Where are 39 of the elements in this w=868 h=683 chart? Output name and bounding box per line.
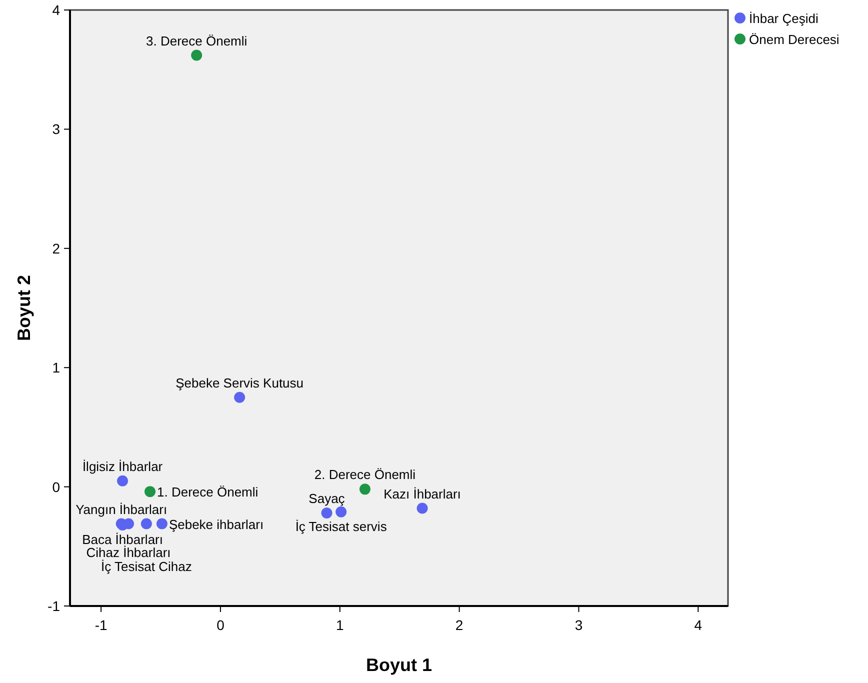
point <box>336 506 347 518</box>
x-axis-title: Boyut 1 <box>366 655 432 675</box>
x-tick-label: 2 <box>455 617 464 633</box>
x-tick-label: 4 <box>694 617 702 633</box>
point <box>359 484 370 495</box>
legend-label: İhbar Çeşidi <box>749 11 818 26</box>
point <box>321 508 332 519</box>
y-axis-title: Boyut 2 <box>14 274 34 342</box>
annotation: İlgisiz İhbarlar <box>82 458 164 474</box>
y-tick-label: 0 <box>52 478 60 495</box>
point <box>191 50 202 61</box>
x-tick-label: -1 <box>94 617 108 633</box>
y-tick-label: 1 <box>52 360 60 376</box>
annotation: Şebeke ihbarları <box>168 516 264 532</box>
x-tick-label: 0 <box>216 617 225 633</box>
annotation: Yangın İhbarları <box>76 502 168 517</box>
y-tick-label: 3 <box>52 121 60 138</box>
point <box>234 392 246 403</box>
legend-label: Önem Derecesi <box>749 32 840 47</box>
annotation: İç Tesisat servis <box>295 518 388 534</box>
annotation: 2. Derece Önemli <box>314 467 416 482</box>
y-tick-label: -1 <box>48 598 60 614</box>
annotation: Şebeke Servis Kutusu <box>176 375 304 390</box>
annotation: 3. Derece Önemli <box>146 33 248 48</box>
annotation: Sayaç <box>308 491 346 506</box>
point <box>117 475 128 486</box>
annotation: İç Tesisat Cihaz <box>101 558 192 574</box>
point <box>144 486 156 498</box>
point <box>140 518 152 530</box>
annotation: Kazı İhbarları <box>384 486 461 502</box>
x-tick-label: 3 <box>574 617 583 633</box>
point <box>156 518 168 530</box>
y-tick-label: 2 <box>52 240 60 256</box>
annotation: Cihaz İhbarları <box>86 544 171 560</box>
x-tick-label: 1 <box>336 617 344 633</box>
annotation: 1. Derece Önemli <box>157 484 258 500</box>
point <box>416 502 428 514</box>
y-tick-label: 4 <box>52 2 60 18</box>
annotation: Baca İhbarları <box>82 532 164 547</box>
